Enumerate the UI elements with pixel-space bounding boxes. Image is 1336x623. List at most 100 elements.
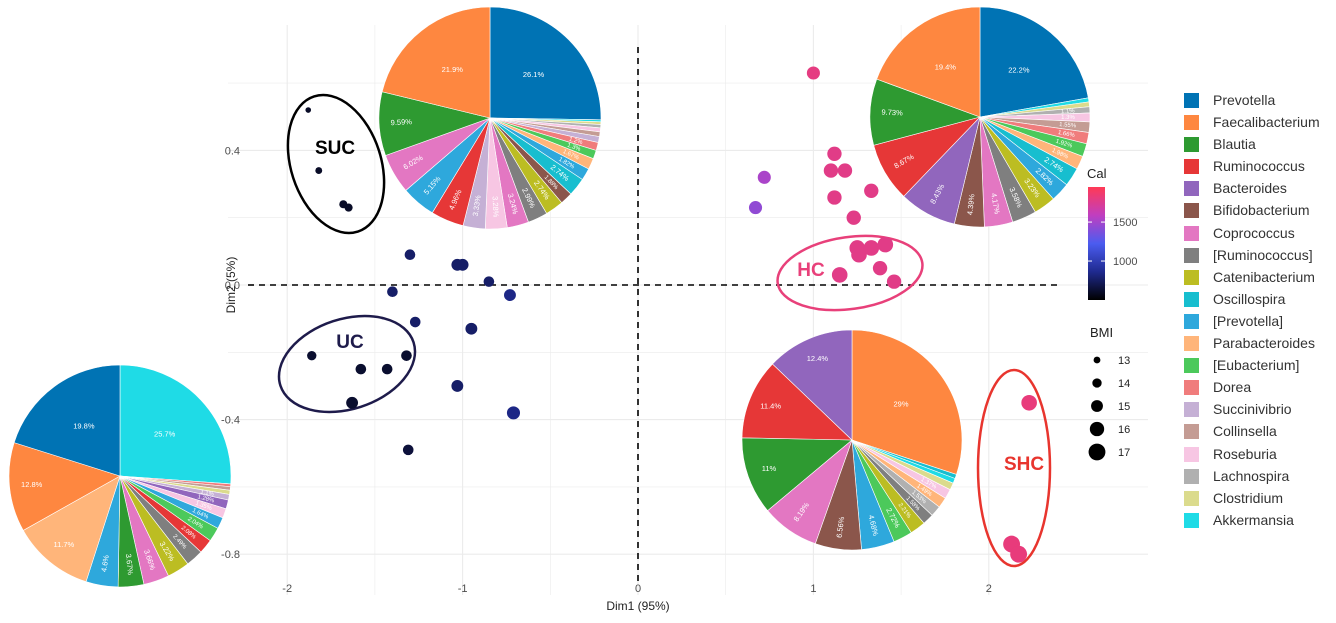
legend-item: Bifidobacterium [1180,200,1330,222]
data-point [307,350,317,361]
data-point [886,274,902,289]
pie-slice-label: 22.2% [1008,66,1030,75]
legend-label: [Prevotella] [1213,312,1284,329]
pie-hc: 22.2%1.1%1.3%1.55%1.66%1.92%1.98%2.74%2.… [869,6,1091,228]
data-point [831,267,848,283]
pie-slice-label: 1.1% [1061,108,1076,115]
pie-slice [489,6,602,121]
data-point [872,261,888,276]
cal-colorbar [1088,187,1105,300]
data-point [409,316,421,328]
legend-label: Dorea [1213,379,1252,396]
legend-item: Ruminococcus [1180,156,1330,178]
pie-slice-label: 4.6% [99,554,111,573]
legend-swatch [1184,380,1199,396]
pie-slice-label: 29% [894,400,909,409]
pie-slice-label: 3.67% [124,553,135,575]
pie-slice-label: 12.4% [807,354,829,363]
pie-slice-label: 1.2% [568,137,583,146]
legend-label: Clostridium [1213,489,1284,506]
data-point [748,201,763,215]
y-tick-label: 0.4 [225,145,240,157]
pie-slice-label: 1.35% [194,501,213,513]
group-label-suc: SUC [315,138,355,159]
legend-label: Blautia [1213,136,1256,153]
data-point [456,258,469,271]
x-tick-label: 2 [986,583,992,595]
pie-slice-label: 1.28% [197,494,216,504]
data-point [1021,394,1037,411]
x-tick-label: -2 [282,583,292,595]
pie-slice [979,6,1089,118]
legend-item: [Prevotella] [1180,311,1330,333]
legend-item: Bacteroides [1180,178,1330,200]
pie-slice [741,363,853,441]
pie-slice [22,475,121,583]
legend-item: Coprococcus [1180,223,1330,245]
pie-slice [8,442,121,531]
bmi-legend-label: 17 [1118,447,1130,459]
bmi-legend-label: 13 [1118,355,1130,367]
legend-swatch [1184,247,1199,263]
legend-label: Faecalibacterium [1213,114,1320,131]
pie-slice-label: 9.59% [390,117,412,127]
data-point [387,286,398,298]
pie-slice-label: 11.4% [760,401,781,410]
pie-slice-label: 12.8% [21,480,43,489]
legend-swatch [1184,291,1199,307]
x-tick-label: 1 [810,583,816,595]
pie-slice-label: 11% [762,464,777,473]
legend-swatch [1184,137,1199,153]
data-point [757,170,771,184]
data-point [404,249,416,261]
x-axis-label: Dim1 (95%) [606,599,669,613]
data-point [504,289,516,302]
legend-swatch [1184,159,1199,175]
pie-slice [851,329,963,475]
data-point [806,66,820,80]
pie-slice-label: 3.33% [471,194,483,217]
data-point [305,107,312,113]
group-label-shc: SHC [1004,454,1044,475]
bmi-legend-label: 15 [1118,401,1130,413]
bmi-legend-dot [1093,356,1101,364]
x-tick-label: 0 [635,583,641,595]
cal-tick-label: 1500 [1113,217,1137,229]
legend-swatch [1184,424,1199,440]
legend-label: Oscillospira [1213,290,1286,307]
pie-slice-label: 4.39% [965,193,976,215]
data-point [864,183,879,198]
pie-slice-label: 19.8% [73,422,95,431]
legend-label: Bacteroides [1213,180,1287,197]
pie-shc: 29%1.37%1.49%1.53%1.58%2.21%2.72%4.68%6.… [741,329,963,551]
data-point [863,240,880,256]
pie-slice-label: 6.56% [835,516,847,539]
data-point [506,406,521,420]
legend-swatch [1184,269,1199,285]
legend-item: [Eubacterium] [1180,355,1330,377]
taxa-legend: Prevotella Faecalibacterium Blautia Ruminoc… [1180,90,1330,532]
legend-label: Ruminococcus [1213,158,1305,175]
legend-label: Roseburia [1213,445,1277,462]
bmi-legend-label: 16 [1118,424,1130,436]
legend-label: Collinsella [1213,423,1277,440]
group-label-hc: HC [797,260,825,281]
data-point [483,276,495,287]
legend-item: Blautia [1180,134,1330,156]
pie-slice-label: 3.28% [490,196,500,218]
y-tick-label: -0.8 [221,549,240,561]
hc-ellipse [776,234,924,312]
legend-label: Lachnospira [1213,467,1290,484]
legend-item: Clostridium [1180,488,1330,510]
data-point [381,363,393,375]
pie-slice [119,364,232,485]
legend-item: [Ruminococcus] [1180,245,1330,267]
pie-slice [876,6,981,118]
data-point [401,350,412,361]
data-point [837,163,853,178]
scatter-points [305,66,1037,563]
bmi-legend-dot [1089,421,1105,437]
pie-slice-label: 4.17% [989,192,1002,215]
group-ellipses [277,93,1052,568]
